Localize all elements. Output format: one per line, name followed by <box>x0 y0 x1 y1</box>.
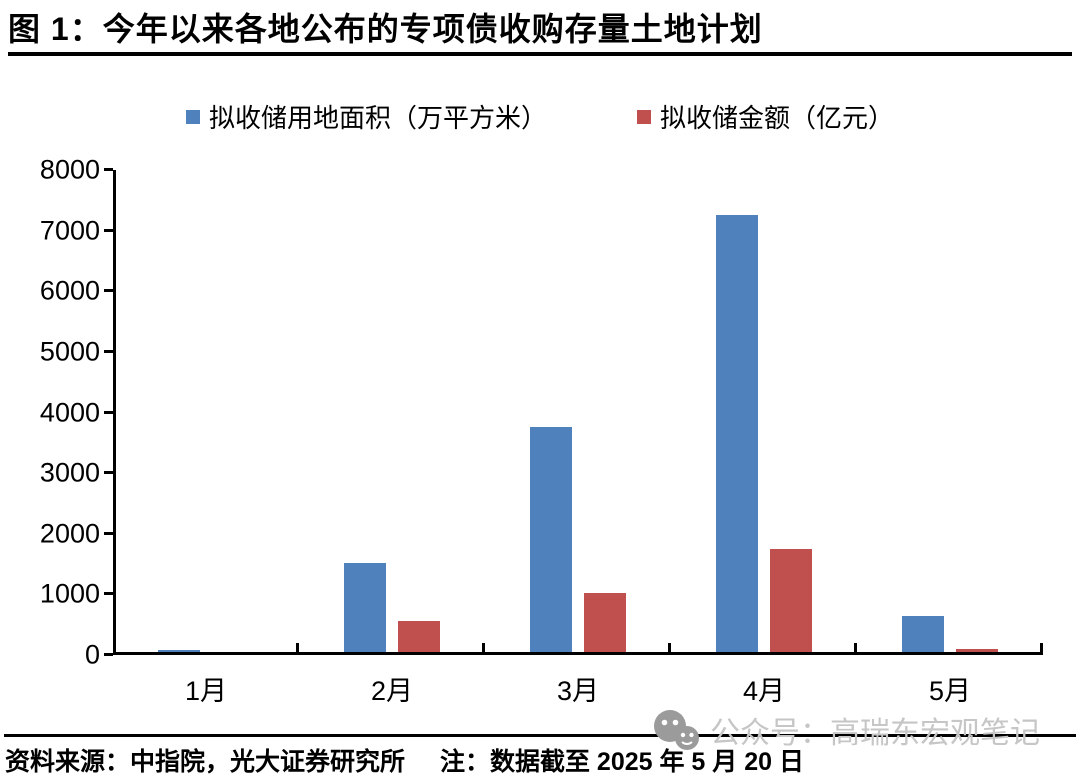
y-tick-label-8000: 8000 <box>39 154 100 185</box>
y-axis-tick <box>104 228 113 232</box>
category-group-3月 <box>485 170 671 655</box>
x-tick-label-5月: 5月 <box>928 676 972 706</box>
x-axis-tick <box>296 643 299 655</box>
category-group-1月 <box>113 170 299 655</box>
legend-swatch-red <box>637 109 651 124</box>
y-tick-label-0: 0 <box>84 639 100 670</box>
y-axis-tick <box>104 349 113 353</box>
x-tick-label-1月: 1月 <box>184 676 228 706</box>
y-tick-label-5000: 5000 <box>39 336 100 367</box>
x-axis-labels: 1月 2月 3月 4月 5月 <box>113 669 1043 708</box>
bar-area-2月 <box>344 562 386 655</box>
y-tick-label-1000: 1000 <box>39 578 100 609</box>
x-axis-line <box>113 652 1043 655</box>
title-divider <box>8 52 1072 56</box>
y-axis-tick <box>104 471 113 475</box>
footer-divider <box>4 734 1076 737</box>
bar-area-4月 <box>716 214 758 655</box>
watermark-text: 公众号：高瑞东宏观笔记 <box>710 717 1040 750</box>
x-axis-tick <box>854 643 857 655</box>
x-axis-tick <box>1040 643 1043 655</box>
legend-item-area: 拟收储用地面积（万平方米） <box>185 98 547 135</box>
legend-label-area: 拟收储用地面积（万平方米） <box>208 103 547 133</box>
y-axis-tick <box>104 653 113 656</box>
x-tick-label-4月: 4月 <box>742 676 786 706</box>
y-tick-label-3000: 3000 <box>39 457 100 488</box>
page-title: 图 1：今年以来各地公布的专项债收购存量土地计划 <box>8 11 763 47</box>
watermark: 公众号：高瑞东宏观笔记 <box>650 706 1040 754</box>
y-axis-tick <box>104 531 113 535</box>
y-tick-label-7000: 7000 <box>39 215 100 246</box>
x-tick-label-2月: 2月 <box>370 676 414 706</box>
bars <box>113 170 1043 655</box>
bar-amount-3月 <box>584 592 626 655</box>
y-axis-labels: 0 1000 2000 3000 4000 5000 6000 7000 8000 <box>0 156 100 668</box>
y-axis-line <box>113 170 116 655</box>
category-group-5月 <box>857 170 1043 655</box>
y-tick-label-4000: 4000 <box>39 397 100 427</box>
y-tick-label-6000: 6000 <box>39 275 100 306</box>
x-axis-tick <box>668 643 671 655</box>
legend-swatch-blue <box>185 109 200 124</box>
category-group-2月 <box>299 170 485 655</box>
x-axis-tick <box>482 643 485 655</box>
note-text: 注：数据截至 2025 年 5 月 20 日 <box>439 748 804 776</box>
bar-area-5月 <box>902 616 944 655</box>
wechat-icon <box>654 710 699 750</box>
category-group-4月 <box>671 170 857 655</box>
plot-area <box>104 168 1043 656</box>
bar-area-3月 <box>530 427 572 655</box>
y-tick-label-2000: 2000 <box>39 518 100 549</box>
y-axis-tick <box>104 168 113 171</box>
y-axis-tick <box>104 592 113 596</box>
legend: 拟收储用地面积（万平方米） 拟收储金额（亿元） <box>0 98 1080 135</box>
legend-item-amount: 拟收储金额（亿元） <box>637 98 894 135</box>
footer: 资料来源：中指院，光大证券研究所 注：数据截至 2025 年 5 月 20 日 <box>5 742 804 778</box>
source-text: 资料来源：中指院，光大证券研究所 <box>5 748 406 776</box>
bar-amount-2月 <box>398 621 440 655</box>
y-axis-tick <box>104 289 113 293</box>
bar-amount-4月 <box>770 548 812 655</box>
legend-label-amount: 拟收储金额（亿元） <box>660 103 895 133</box>
x-tick-label-3月: 3月 <box>556 676 600 706</box>
y-axis-tick <box>104 410 113 414</box>
